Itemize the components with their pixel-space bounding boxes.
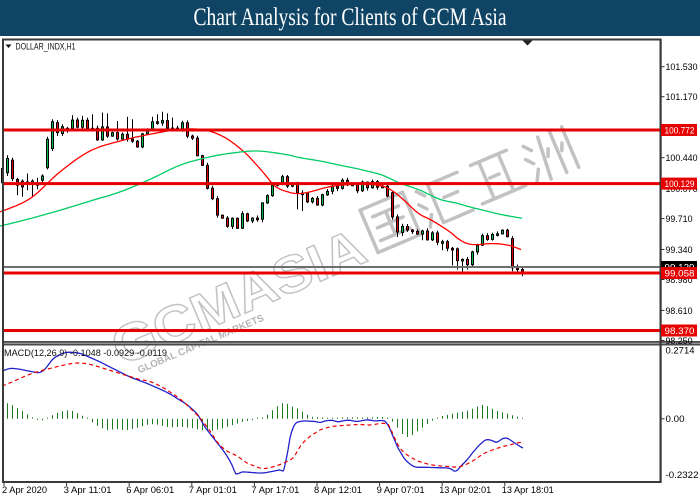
svg-text:98.980: 98.980 [666, 275, 693, 286]
svg-text:2 Apr 2020: 2 Apr 2020 [2, 485, 47, 496]
svg-text:13 Apr 02:01: 13 Apr 02:01 [439, 485, 491, 496]
svg-text:3 Apr 11:01: 3 Apr 11:01 [64, 485, 112, 496]
svg-text:0.00: 0.00 [666, 414, 685, 425]
svg-text:100.440: 100.440 [666, 153, 698, 164]
svg-text:100.772: 100.772 [665, 126, 695, 137]
svg-text:-0.2322: -0.2322 [666, 470, 699, 481]
svg-text:101.170: 101.170 [666, 92, 698, 103]
svg-text:6 Apr 06:01: 6 Apr 06:01 [126, 485, 174, 496]
svg-text:Chart Analysis for Clients of: Chart Analysis for Clients of GCM Asia [194, 4, 507, 31]
svg-text:8 Apr 12:01: 8 Apr 12:01 [314, 485, 362, 496]
svg-text:98.370: 98.370 [665, 326, 695, 337]
svg-text:9 Apr 07:01: 9 Apr 07:01 [377, 485, 425, 496]
svg-text:13 Apr 18:01: 13 Apr 18:01 [502, 485, 554, 496]
svg-text:101.530: 101.530 [666, 62, 698, 73]
svg-text:98.250: 98.250 [666, 336, 693, 347]
svg-text:0.2714: 0.2714 [666, 345, 695, 356]
svg-text:DOLLAR_INDX,H1: DOLLAR_INDX,H1 [16, 42, 76, 53]
svg-text:98.610: 98.610 [666, 306, 693, 317]
svg-text:100.129: 100.129 [665, 179, 695, 190]
svg-text:99.340: 99.340 [666, 245, 693, 256]
svg-text:99.058: 99.058 [665, 269, 695, 280]
svg-text:99.710: 99.710 [666, 214, 693, 225]
svg-text:7 Apr 17:01: 7 Apr 17:01 [251, 485, 299, 496]
svg-text:7 Apr 01:01: 7 Apr 01:01 [189, 485, 237, 496]
svg-text:MACD(12,26,9) -0.1048 -0.0929: MACD(12,26,9) -0.1048 -0.0929 -0.0119 [4, 348, 167, 359]
